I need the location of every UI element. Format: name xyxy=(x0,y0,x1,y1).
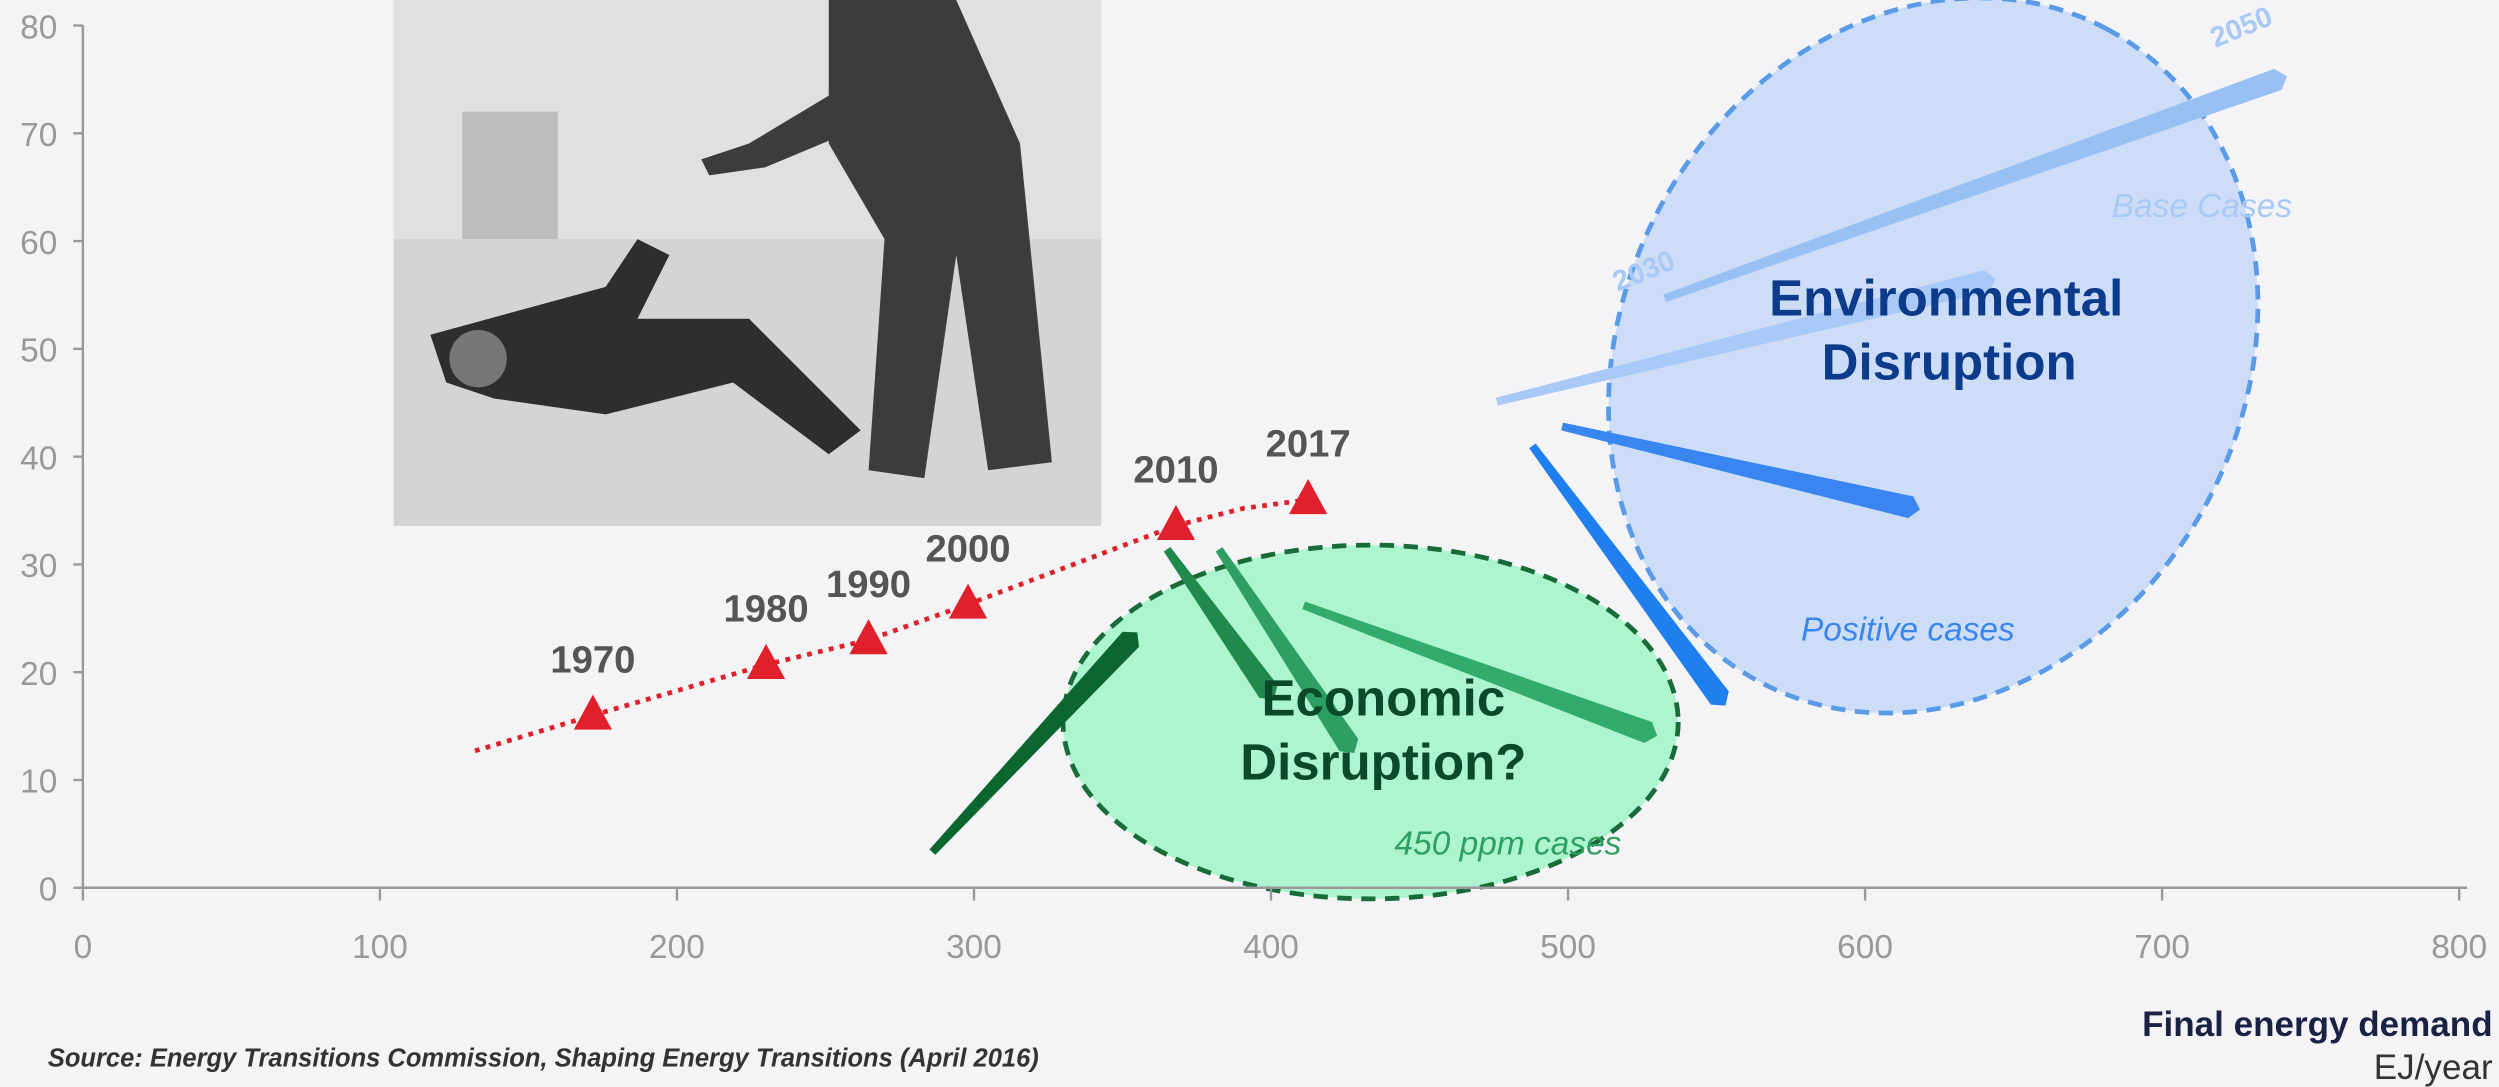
economic-label: Economic xyxy=(1262,670,1506,727)
x-tick-label: 300 xyxy=(946,929,1002,966)
page: Environmental Disruption Base Cases Posi… xyxy=(0,0,2499,1087)
x-tick-label: 0 xyxy=(74,929,93,966)
ppm-cases-label: 450 ppm cases xyxy=(1395,825,1622,862)
point-label: 2000 xyxy=(925,527,1010,570)
environmental-label: Disruption xyxy=(1822,333,2077,390)
point-label: 1980 xyxy=(724,588,809,631)
x-tick-label: 800 xyxy=(2431,929,2487,966)
point-label: 1970 xyxy=(550,638,635,681)
y-tick-label: 40 xyxy=(20,440,57,477)
y-tick-label: 50 xyxy=(20,333,57,370)
x-tick-label: 400 xyxy=(1243,929,1299,966)
environmental-label: Environmental xyxy=(1769,270,2123,327)
source: Source: Energy Transitions Commission, S… xyxy=(48,1044,1039,1072)
y-tick-label: 70 xyxy=(20,117,57,154)
y-tick-label: 60 xyxy=(20,225,57,262)
point-label: 1990 xyxy=(826,563,911,606)
point-label: 2017 xyxy=(1266,423,1351,466)
y-tick-label: 10 xyxy=(20,764,57,801)
x-axis-title: Final energy demand xyxy=(2142,1005,2493,1044)
point-label: 2010 xyxy=(1133,449,1218,492)
photo xyxy=(394,0,1102,526)
y-tick-label: 20 xyxy=(20,656,57,693)
economic-label: Disruption? xyxy=(1240,733,1526,790)
y-tick-label: 80 xyxy=(20,9,57,46)
x-axis-unit: EJ/year xyxy=(2374,1048,2493,1087)
x-tick-label: 600 xyxy=(1837,929,1893,966)
x-tick-label: 500 xyxy=(1540,929,1596,966)
positive-cases-label: Positive cases xyxy=(1801,612,2015,649)
y-tick-label: 30 xyxy=(20,548,57,585)
x-tick-label: 100 xyxy=(352,929,408,966)
chart: Environmental Disruption Base Cases Posi… xyxy=(0,0,2499,1087)
y-tick-label: 0 xyxy=(39,872,58,909)
x-tick-label: 200 xyxy=(649,929,705,966)
x-tick-label: 700 xyxy=(2134,929,2190,966)
base-cases-label: Base Cases xyxy=(2112,188,2293,225)
